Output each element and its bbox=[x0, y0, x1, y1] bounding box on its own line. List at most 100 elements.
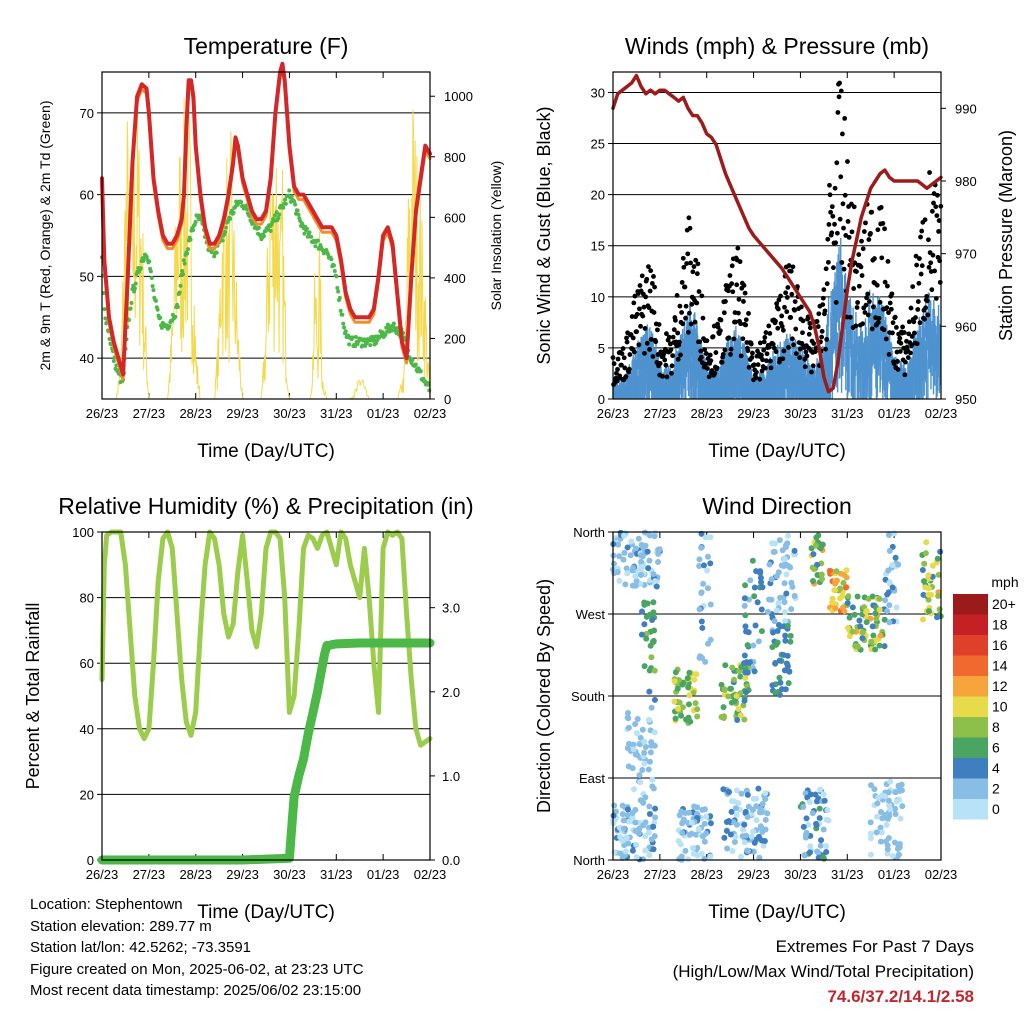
wind-gust-point bbox=[804, 353, 810, 359]
wind-gust-point bbox=[726, 335, 732, 341]
wind-gust-point bbox=[764, 358, 769, 364]
direction-point bbox=[725, 693, 732, 700]
direction-point bbox=[696, 556, 703, 563]
wind-gust-point bbox=[622, 365, 628, 371]
direction-point bbox=[696, 606, 703, 613]
wind-gust-point bbox=[821, 287, 827, 293]
wind-gust-point bbox=[631, 300, 637, 306]
direction-point bbox=[773, 607, 780, 614]
legend-swatch bbox=[953, 594, 988, 615]
direction-point bbox=[645, 829, 652, 836]
direction-point bbox=[616, 577, 623, 584]
direction-point bbox=[874, 800, 881, 807]
wind-gust-point bbox=[915, 299, 921, 304]
direction-point bbox=[656, 546, 663, 553]
wind-gust-point bbox=[813, 349, 818, 354]
direction-point bbox=[869, 593, 876, 600]
wind-gust-point bbox=[636, 342, 642, 348]
direction-point bbox=[672, 715, 679, 722]
direction-point bbox=[781, 618, 788, 625]
direction-point bbox=[775, 600, 782, 607]
direction-point bbox=[823, 843, 830, 850]
direction-point bbox=[639, 766, 646, 773]
direction-point bbox=[742, 582, 749, 589]
wind-gust-point bbox=[908, 350, 913, 356]
direction-point bbox=[854, 593, 861, 600]
wind-gust-point bbox=[878, 204, 884, 210]
direction-point bbox=[678, 853, 685, 860]
x-tick-label: 28/23 bbox=[179, 867, 212, 882]
wind-gust-point bbox=[638, 323, 643, 329]
wind-gust-point bbox=[922, 316, 927, 322]
dewpoint-point bbox=[336, 289, 341, 294]
dewpoint-point bbox=[185, 251, 190, 256]
wind-gust-point bbox=[681, 264, 687, 270]
wind-gust-point bbox=[621, 355, 627, 361]
dewpoint-point bbox=[149, 276, 154, 281]
wind-gust-point bbox=[842, 115, 848, 121]
direction-point bbox=[624, 745, 631, 752]
y-tick-label: 5 bbox=[598, 341, 605, 356]
direction-point bbox=[629, 847, 636, 854]
direction-point bbox=[671, 698, 678, 705]
direction-point bbox=[651, 627, 658, 634]
direction-point bbox=[777, 594, 784, 601]
x-tick-label: 28/23 bbox=[179, 406, 212, 421]
x-tick-label: 26/23 bbox=[597, 867, 630, 882]
dewpoint-point bbox=[277, 212, 282, 217]
dewpoint-point bbox=[180, 269, 185, 274]
x-tick-label: 27/23 bbox=[133, 867, 166, 882]
wind-gust-point bbox=[694, 271, 700, 277]
x-tick-label: 26/23 bbox=[597, 406, 630, 421]
dewpoint-point bbox=[347, 342, 352, 347]
wind-gust-point bbox=[763, 330, 769, 335]
direction-point bbox=[621, 532, 628, 539]
wind-gust-point bbox=[886, 310, 891, 316]
direction-point bbox=[783, 571, 790, 578]
wind-gust-point bbox=[905, 355, 911, 360]
direction-point bbox=[655, 559, 662, 566]
wind-gust-point bbox=[738, 353, 744, 359]
dewpoint-point bbox=[315, 238, 320, 243]
dewpoint-point bbox=[342, 325, 347, 330]
direction-point bbox=[889, 561, 896, 568]
direction-point bbox=[884, 608, 891, 615]
wind-gust-point bbox=[820, 295, 826, 301]
wind-gust-point bbox=[715, 324, 721, 330]
direction-point bbox=[722, 662, 729, 669]
direction-point bbox=[646, 758, 653, 765]
wind-gust-point bbox=[870, 304, 876, 310]
direction-point bbox=[639, 608, 646, 615]
direction-point bbox=[627, 552, 634, 559]
direction-point bbox=[741, 821, 748, 828]
wind-gust-point bbox=[814, 318, 820, 324]
direction-point bbox=[885, 531, 892, 538]
wind-gust-point bbox=[833, 240, 839, 246]
x-tick-label: 31/23 bbox=[320, 406, 353, 421]
wind-gust-point bbox=[807, 321, 813, 326]
direction-point bbox=[625, 840, 632, 847]
direction-point bbox=[742, 612, 749, 619]
direction-point bbox=[642, 743, 649, 750]
direction-point bbox=[758, 628, 765, 635]
direction-point bbox=[754, 599, 761, 606]
direction-point bbox=[897, 815, 904, 822]
direction-point bbox=[727, 831, 734, 838]
station-latlon: Station lat/lon: 42.5262; -73.3591 bbox=[30, 939, 252, 956]
direction-point bbox=[879, 792, 886, 799]
direction-point bbox=[702, 534, 709, 541]
wind-gust-point bbox=[791, 342, 796, 348]
wind-gust-point bbox=[837, 80, 843, 86]
wind-gust-point bbox=[902, 372, 908, 378]
dewpoint-point bbox=[337, 295, 342, 300]
wind-gust-point bbox=[717, 328, 723, 334]
y-tick-label: 40 bbox=[80, 722, 94, 737]
direction-point bbox=[695, 826, 702, 833]
direction-point bbox=[707, 601, 714, 608]
direction-point bbox=[878, 809, 885, 816]
wind-gust-point bbox=[733, 319, 738, 325]
wind-gust-point bbox=[746, 364, 752, 370]
wind-gust-point bbox=[862, 310, 868, 315]
extremes-title: Extremes For Past 7 Days bbox=[775, 937, 974, 956]
dewpoint-point bbox=[193, 219, 198, 224]
